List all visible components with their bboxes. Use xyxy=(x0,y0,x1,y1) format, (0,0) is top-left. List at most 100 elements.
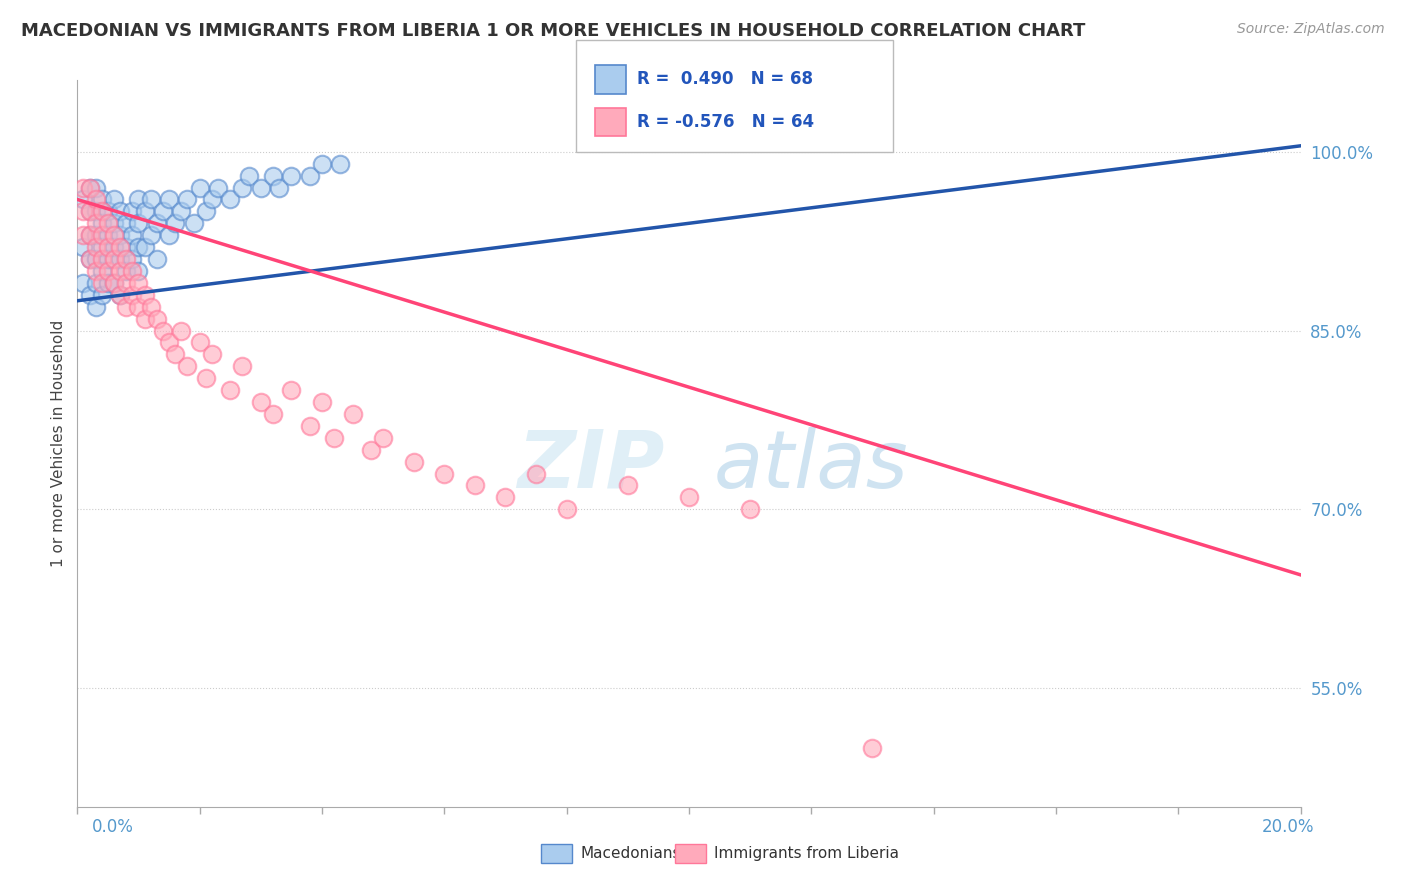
Point xyxy=(97,264,120,278)
Point xyxy=(329,157,352,171)
Point xyxy=(72,228,94,243)
Point xyxy=(108,228,131,243)
Point xyxy=(134,287,156,301)
Point xyxy=(115,216,138,230)
Point xyxy=(360,442,382,457)
Text: Macedonians: Macedonians xyxy=(581,847,681,861)
Point xyxy=(103,228,125,243)
Text: 20.0%: 20.0% xyxy=(1263,818,1315,836)
Point xyxy=(103,240,125,254)
Point xyxy=(269,180,291,194)
Point xyxy=(79,180,101,194)
Point xyxy=(79,252,101,266)
Point xyxy=(183,216,205,230)
Point xyxy=(84,228,107,243)
Point xyxy=(84,240,107,254)
Point xyxy=(170,324,193,338)
Text: 0.0%: 0.0% xyxy=(91,818,134,836)
Point xyxy=(90,264,112,278)
Point xyxy=(97,228,120,243)
Point xyxy=(342,407,364,421)
Text: R =  0.490   N = 68: R = 0.490 N = 68 xyxy=(637,70,813,88)
Point xyxy=(188,335,211,350)
Point xyxy=(298,169,321,183)
Point xyxy=(84,276,107,290)
Point xyxy=(176,193,198,207)
Point xyxy=(121,264,143,278)
Point xyxy=(127,240,149,254)
Point xyxy=(72,193,94,207)
Point xyxy=(84,180,107,194)
Point xyxy=(79,180,101,194)
Point xyxy=(207,180,229,194)
Point xyxy=(862,740,884,755)
Point xyxy=(219,193,242,207)
Point xyxy=(139,300,162,314)
Point xyxy=(103,193,125,207)
Point xyxy=(194,371,217,385)
Point xyxy=(90,193,112,207)
Point xyxy=(121,228,143,243)
Point xyxy=(139,228,162,243)
Point xyxy=(262,407,284,421)
Point xyxy=(617,478,640,492)
Point xyxy=(72,180,94,194)
Point xyxy=(103,252,125,266)
Point xyxy=(678,491,700,505)
Point xyxy=(79,228,101,243)
Point xyxy=(115,264,138,278)
Point xyxy=(201,193,224,207)
Point xyxy=(433,467,456,481)
Point xyxy=(72,276,94,290)
Point xyxy=(90,287,112,301)
Point xyxy=(108,287,131,301)
Point xyxy=(127,216,149,230)
Point xyxy=(115,240,138,254)
Point xyxy=(146,311,169,326)
Point xyxy=(84,216,107,230)
Point xyxy=(127,300,149,314)
Point xyxy=(90,204,112,219)
Point xyxy=(152,324,174,338)
Text: atlas: atlas xyxy=(713,426,908,505)
Point xyxy=(127,276,149,290)
Point xyxy=(524,467,547,481)
Point xyxy=(79,228,101,243)
Point xyxy=(165,216,187,230)
Point xyxy=(90,276,112,290)
Text: MACEDONIAN VS IMMIGRANTS FROM LIBERIA 1 OR MORE VEHICLES IN HOUSEHOLD CORRELATIO: MACEDONIAN VS IMMIGRANTS FROM LIBERIA 1 … xyxy=(21,22,1085,40)
Point xyxy=(201,347,224,361)
Point xyxy=(90,216,112,230)
Point xyxy=(97,252,120,266)
Point xyxy=(134,204,156,219)
Point xyxy=(157,335,180,350)
Point xyxy=(280,169,302,183)
Point xyxy=(97,216,120,230)
Point xyxy=(121,287,143,301)
Point xyxy=(108,287,131,301)
Point xyxy=(219,383,242,397)
Point xyxy=(555,502,578,516)
Point xyxy=(134,311,156,326)
Point xyxy=(250,180,273,194)
Point xyxy=(298,418,321,433)
Point xyxy=(79,287,101,301)
Point xyxy=(170,204,193,219)
Point xyxy=(231,180,253,194)
Point xyxy=(84,193,107,207)
Point xyxy=(188,180,211,194)
Point xyxy=(84,300,107,314)
Point xyxy=(84,264,107,278)
Text: Source: ZipAtlas.com: Source: ZipAtlas.com xyxy=(1237,22,1385,37)
Point xyxy=(311,157,333,171)
Y-axis label: 1 or more Vehicles in Household: 1 or more Vehicles in Household xyxy=(51,320,66,567)
Point xyxy=(121,252,143,266)
Text: Immigrants from Liberia: Immigrants from Liberia xyxy=(714,847,900,861)
Point xyxy=(97,204,120,219)
Point xyxy=(121,204,143,219)
Point xyxy=(79,204,101,219)
Point xyxy=(108,204,131,219)
Point xyxy=(146,216,169,230)
Point xyxy=(115,300,138,314)
Point xyxy=(108,252,131,266)
